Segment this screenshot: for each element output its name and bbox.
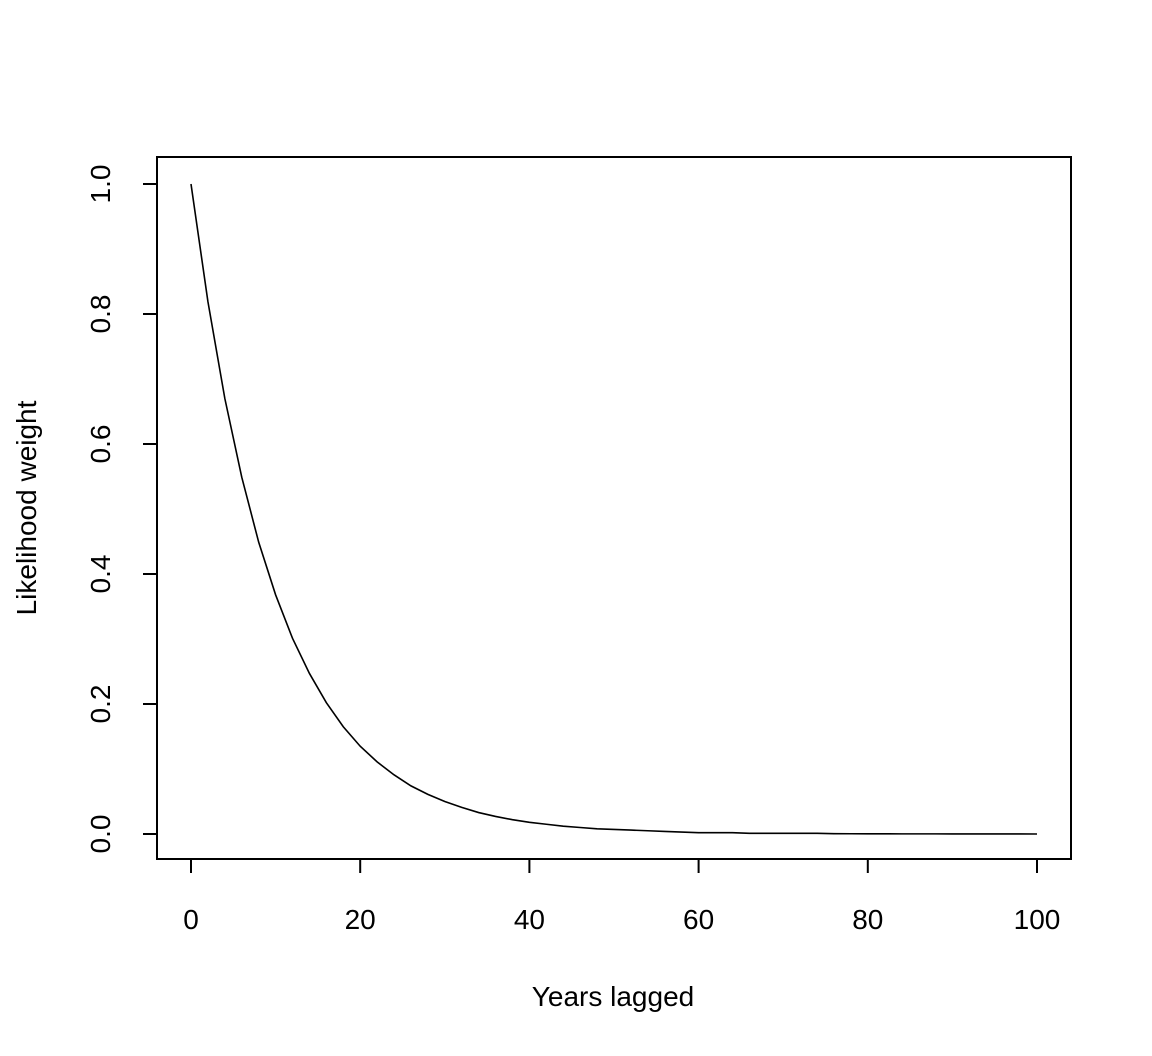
x-tick-label: 80 — [852, 904, 883, 935]
x-tick-label: 40 — [514, 904, 545, 935]
series-line — [190, 183, 1038, 835]
x-axis-label: Years lagged — [532, 981, 694, 1012]
x-tick-label: 20 — [345, 904, 376, 935]
y-axis: 0.0 0.2 0.4 0.6 0.8 1.0 — [85, 165, 158, 854]
y-tick-label: 0.8 — [85, 295, 116, 334]
y-tick-label: 0.4 — [85, 555, 116, 594]
x-tick-label: 60 — [683, 904, 714, 935]
y-tick-label: 1.0 — [85, 165, 116, 204]
y-tick-label: 0.2 — [85, 685, 116, 724]
y-tick-label: 0.6 — [85, 425, 116, 464]
y-axis-label: Likelihood weight — [11, 400, 42, 615]
y-tick-label: 0.0 — [85, 815, 116, 854]
x-axis: 0 20 40 60 80 100 — [183, 858, 1061, 935]
x-tick-label: 0 — [183, 904, 199, 935]
plot-box — [156, 156, 1072, 860]
x-tick-label: 100 — [1014, 904, 1061, 935]
